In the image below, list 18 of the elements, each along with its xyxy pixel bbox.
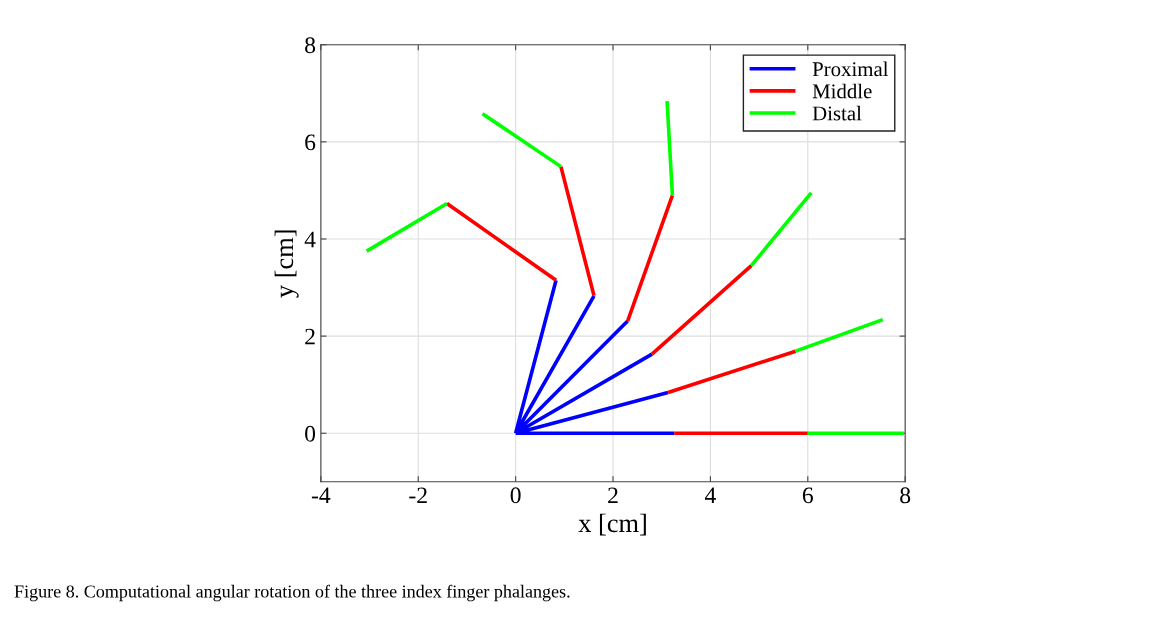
- x-tick-label: 8: [900, 487, 911, 504]
- x-tick-label: 6: [802, 487, 813, 504]
- x-tick-label: 2: [608, 487, 618, 504]
- y-axis-title: y [cm]: [274, 230, 299, 298]
- x-tick-label: -2: [409, 487, 427, 504]
- x-axis-title: x [cm]: [578, 513, 646, 536]
- y-tick-label: 4: [304, 231, 316, 248]
- legend-label: Middle: [812, 83, 872, 99]
- y-tick-label: 6: [305, 134, 316, 151]
- x-tick-label: -4: [311, 487, 331, 504]
- legend-label: Distal: [812, 105, 862, 121]
- y-tick-label: 0: [305, 425, 316, 442]
- y-tick-label: 8: [305, 37, 316, 54]
- x-tick-label: 4: [704, 487, 716, 504]
- caption: Figure 8. Computational angular rotation of the three index finger phalanges.: [14, 584, 570, 602]
- y-tick-label: 2: [305, 328, 315, 345]
- legend-label: Proximal: [812, 61, 889, 77]
- x-tick-label: 0: [510, 487, 521, 504]
